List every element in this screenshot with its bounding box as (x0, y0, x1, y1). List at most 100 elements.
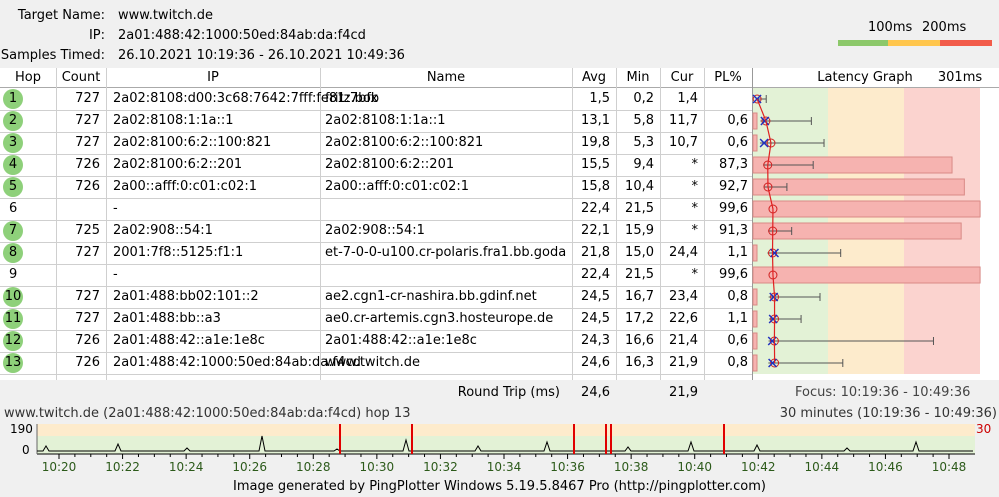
round-trip-cur: 21,9 (669, 385, 698, 400)
col-header-count[interactable]: Count (56, 68, 106, 87)
hop-badge: 4 (3, 155, 23, 175)
hop-badge: 11 (3, 309, 23, 329)
packet-loss-bar (752, 222, 962, 240)
hop-avg: 24,3 (581, 333, 610, 348)
hop-name[interactable]: et-7-0-0-u100.cr-polaris.fra1.bb.goda (325, 245, 567, 260)
hop-cur: 21,9 (669, 355, 698, 370)
hop-ip[interactable]: 2001:7f8::5125:f1:1 (113, 245, 244, 260)
hop-number: 6 (9, 201, 18, 216)
latency-current-marker (759, 138, 769, 148)
col-header-hop[interactable]: Hop (0, 68, 56, 87)
hop-min: 5,3 (633, 135, 654, 150)
hop-avg: 24,5 (581, 289, 610, 304)
hop-name[interactable]: 2a00::afff:0:c01:c02:1 (325, 179, 470, 194)
timeline-tick-label: 10:26 (232, 460, 267, 474)
hop-name[interactable]: www.twitch.de (325, 355, 421, 370)
timeline-panel: www.twitch.de (2a01:488:42:1000:50ed:84a… (0, 406, 999, 476)
timeline-tick-label: 10:44 (805, 460, 840, 474)
hop-name[interactable]: 2a02:8100:6:2::201 (325, 157, 455, 172)
hop-pl: 1,1 (727, 311, 748, 326)
col-header-graph-max: 301ms (930, 68, 990, 87)
col-header-pl[interactable]: PL% (704, 68, 752, 87)
hop-name[interactable]: 2a02:8108:1:1a::1 (325, 113, 446, 128)
hop-ip[interactable]: 2a01:488:bb::a3 (113, 311, 221, 326)
latency-avg-point (761, 116, 771, 126)
hop-min: 15,9 (625, 223, 654, 238)
round-trip-row: Round Trip (ms) 24,6 21,9 Focus: 10:19:3… (0, 380, 999, 406)
packet-loss-bar (752, 156, 953, 174)
hop-count: 726 (75, 157, 100, 172)
col-header-name[interactable]: Name (320, 68, 572, 87)
hop-avg: 13,1 (581, 113, 610, 128)
hop-ip[interactable]: - (113, 201, 118, 216)
hop-ip[interactable]: 2a02:8100:6:2::201 (113, 157, 243, 172)
latency-avg-line (756, 98, 776, 364)
hop-number: 9 (9, 267, 18, 282)
timeline-tick-label: 10:42 (741, 460, 776, 474)
packet-loss-bar (752, 244, 758, 262)
hop-ip[interactable]: - (113, 267, 118, 282)
hop-ip[interactable]: 2a02:8108:d00:3c68:7642:7fff:fe81:7bfb (113, 91, 380, 106)
timeline-zone-yellow (37, 424, 975, 436)
timeline-chart[interactable]: 10:20 10:22 10:24 10:26 10:28 10:30 10:32 10:34… (0, 406, 999, 476)
hop-badge: 12 (3, 331, 23, 351)
hop-count (56, 264, 100, 286)
round-trip-label: Round Trip (ms) (457, 385, 560, 400)
hop-min: 9,4 (633, 157, 654, 172)
round-trip-avg: 24,6 (581, 385, 610, 400)
col-header-min[interactable]: Min (616, 68, 660, 87)
latency-avg-point (752, 94, 762, 104)
hop-name[interactable]: ae0.cr-artemis.cgn3.hosteurope.de (325, 311, 554, 326)
hop-cur: * (691, 157, 699, 172)
timeline-tick-label: 10:20 (42, 460, 77, 474)
hop-pl: 0,8 (727, 289, 748, 304)
hop-ip[interactable]: 2a02:908::54:1 (113, 223, 213, 238)
hop-name[interactable]: fritz.box (325, 91, 379, 106)
hop-min: 16,3 (625, 355, 654, 370)
hop-ip[interactable]: 2a01:488:42:1000:50ed:84ab:da:f4cd (113, 355, 361, 370)
hop-ip[interactable]: 2a02:8100:6:2::100:821 (113, 135, 272, 150)
hop-avg: 15,5 (581, 157, 610, 172)
hop-ip[interactable]: 2a01:488:bb02:101::2 (113, 289, 259, 304)
hop-ip[interactable]: 2a00::afff:0:c01:c02:1 (113, 179, 258, 194)
hop-pl (704, 88, 748, 110)
col-header-cur[interactable]: Cur (660, 68, 704, 87)
hop-name[interactable]: 2a02:8100:6:2::100:821 (325, 135, 484, 150)
target-name-value: www.twitch.de (118, 8, 214, 23)
hop-ip[interactable]: 2a01:488:42::a1e:1e8c (113, 333, 265, 348)
ip-label: IP: (88, 28, 105, 43)
hop-ip[interactable]: 2a02:8108:1:1a::1 (113, 113, 234, 128)
hop-name[interactable] (325, 198, 570, 220)
col-header-avg[interactable]: Avg (572, 68, 616, 87)
legend-200ms-label: 200ms (922, 20, 967, 35)
col-header-latency-graph[interactable]: Latency Graph (800, 68, 930, 87)
hop-pl: 0,8 (727, 355, 748, 370)
hop-pl: 0,6 (727, 113, 748, 128)
hop-name[interactable]: ae2.cgn1-cr-nashira.bb.gdinf.net (325, 289, 537, 304)
hop-min: 10,4 (625, 179, 654, 194)
latency-current-marker (760, 116, 770, 126)
hop-count: 727 (75, 289, 100, 304)
hop-name[interactable]: 2a02:908::54:1 (325, 223, 425, 238)
hop-name[interactable] (325, 264, 570, 286)
col-header-ip[interactable]: IP (106, 68, 320, 87)
hop-avg: 24,5 (581, 311, 610, 326)
hop-cur: 10,7 (669, 135, 698, 150)
packet-loss-bar (752, 266, 981, 284)
latency-current-marker (769, 292, 779, 302)
hop-pl: 1,1 (727, 245, 748, 260)
hop-avg: 22,4 (581, 267, 610, 282)
target-name-label: Target Name: (17, 8, 105, 23)
packet-loss-bar (752, 134, 758, 152)
hop-count: 727 (75, 311, 100, 326)
packet-loss-bar (752, 178, 965, 196)
hop-count: 727 (75, 91, 100, 106)
hop-pl: 0,6 (727, 333, 748, 348)
hop-name[interactable]: 2a01:488:42::a1e:1e8c (325, 333, 477, 348)
hop-cur: 21,4 (669, 333, 698, 348)
hop-pl: 87,3 (719, 157, 748, 172)
hop-cur: 23,4 (669, 289, 698, 304)
legend-100ms-label: 100ms (868, 20, 913, 35)
hop-count: 727 (75, 245, 100, 260)
timeline-tick-label: 10:24 (169, 460, 204, 474)
